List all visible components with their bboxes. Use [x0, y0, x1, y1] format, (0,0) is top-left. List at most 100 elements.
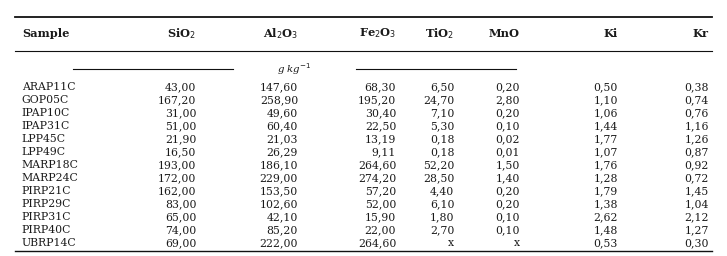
Text: 51,00: 51,00 — [165, 121, 196, 131]
Text: 1,10: 1,10 — [593, 95, 618, 105]
Text: 74,00: 74,00 — [165, 225, 196, 235]
Text: 1,28: 1,28 — [593, 173, 618, 183]
Text: 0,18: 0,18 — [430, 147, 454, 157]
Text: 222,00: 222,00 — [260, 238, 298, 248]
Text: 0,72: 0,72 — [684, 173, 709, 183]
Text: 195,20: 195,20 — [358, 95, 396, 105]
Text: 21,03: 21,03 — [267, 134, 298, 144]
Text: 28,50: 28,50 — [423, 173, 454, 183]
Text: 6,50: 6,50 — [430, 82, 454, 92]
Text: 68,30: 68,30 — [365, 82, 396, 92]
Text: 0,10: 0,10 — [495, 121, 520, 131]
Text: 0,53: 0,53 — [593, 238, 618, 248]
Text: 172,00: 172,00 — [158, 173, 196, 183]
Text: Sample: Sample — [22, 28, 69, 39]
Text: 193,00: 193,00 — [158, 160, 196, 170]
Text: 52,20: 52,20 — [423, 160, 454, 170]
Text: 0,01: 0,01 — [495, 147, 520, 157]
Text: 15,90: 15,90 — [365, 212, 396, 222]
Text: MARP24C: MARP24C — [22, 173, 79, 183]
Text: 264,60: 264,60 — [358, 238, 396, 248]
Text: 264,60: 264,60 — [358, 160, 396, 170]
Text: 6,10: 6,10 — [430, 199, 454, 209]
Text: 30,40: 30,40 — [365, 108, 396, 118]
Text: 22,50: 22,50 — [365, 121, 396, 131]
Text: 167,20: 167,20 — [158, 95, 196, 105]
Text: 186,10: 186,10 — [260, 160, 298, 170]
Text: 0,38: 0,38 — [684, 82, 709, 92]
Text: 0,10: 0,10 — [495, 212, 520, 222]
Text: 1,77: 1,77 — [594, 134, 618, 144]
Text: 274,20: 274,20 — [358, 173, 396, 183]
Text: 0,20: 0,20 — [495, 199, 520, 209]
Text: 1,04: 1,04 — [684, 199, 709, 209]
Text: 22,00: 22,00 — [365, 225, 396, 235]
Text: 7,10: 7,10 — [430, 108, 454, 118]
Text: 0,76: 0,76 — [684, 108, 709, 118]
Text: IPAP10C: IPAP10C — [22, 108, 70, 118]
Text: MARP18C: MARP18C — [22, 160, 79, 170]
Text: 0,18: 0,18 — [430, 134, 454, 144]
Text: 65,00: 65,00 — [165, 212, 196, 222]
Text: 1,40: 1,40 — [495, 173, 520, 183]
Text: 102,60: 102,60 — [260, 199, 298, 209]
Text: 1,27: 1,27 — [684, 225, 709, 235]
Text: 2,80: 2,80 — [495, 95, 520, 105]
Text: UBRP14C: UBRP14C — [22, 238, 76, 248]
Text: 42,10: 42,10 — [267, 212, 298, 222]
Text: 9,11: 9,11 — [371, 147, 396, 157]
Text: 1,26: 1,26 — [684, 134, 709, 144]
Text: 0,87: 0,87 — [684, 147, 709, 157]
Text: Ki: Ki — [603, 28, 618, 39]
Text: 1,76: 1,76 — [593, 160, 618, 170]
Text: g kg$^{-1}$: g kg$^{-1}$ — [277, 61, 312, 77]
Text: MnO: MnO — [489, 28, 520, 39]
Text: PIRP29C: PIRP29C — [22, 199, 71, 209]
Text: 1,16: 1,16 — [684, 121, 709, 131]
Text: 13,19: 13,19 — [365, 134, 396, 144]
Text: x: x — [514, 238, 520, 248]
Text: PIRP31C: PIRP31C — [22, 212, 71, 222]
Text: SiO$_2$: SiO$_2$ — [167, 26, 196, 41]
Text: 57,20: 57,20 — [365, 186, 396, 196]
Text: 21,90: 21,90 — [165, 134, 196, 144]
Text: PIRP21C: PIRP21C — [22, 186, 71, 196]
Text: 229,00: 229,00 — [260, 173, 298, 183]
Text: 31,00: 31,00 — [165, 108, 196, 118]
Text: LPP49C: LPP49C — [22, 147, 66, 157]
Text: 1,07: 1,07 — [593, 147, 618, 157]
Text: 1,79: 1,79 — [594, 186, 618, 196]
Text: 2,70: 2,70 — [430, 225, 454, 235]
Text: 0,20: 0,20 — [495, 108, 520, 118]
Text: 0,20: 0,20 — [495, 82, 520, 92]
Text: 2,62: 2,62 — [593, 212, 618, 222]
Text: 26,29: 26,29 — [267, 147, 298, 157]
Text: 1,50: 1,50 — [495, 160, 520, 170]
Text: 1,06: 1,06 — [593, 108, 618, 118]
Text: 153,50: 153,50 — [260, 186, 298, 196]
Text: 52,00: 52,00 — [365, 199, 396, 209]
Text: Al$_2$O$_3$: Al$_2$O$_3$ — [263, 26, 298, 41]
Text: IPAP31C: IPAP31C — [22, 121, 70, 131]
Text: 1,45: 1,45 — [685, 186, 709, 196]
Text: 5,30: 5,30 — [430, 121, 454, 131]
Text: 0,50: 0,50 — [593, 82, 618, 92]
Text: 4,40: 4,40 — [430, 186, 454, 196]
Text: 43,00: 43,00 — [165, 82, 196, 92]
Text: x: x — [449, 238, 454, 248]
Text: 49,60: 49,60 — [267, 108, 298, 118]
Text: 1,44: 1,44 — [594, 121, 618, 131]
Text: 162,00: 162,00 — [158, 186, 196, 196]
Text: 16,50: 16,50 — [165, 147, 196, 157]
Text: Fe$_2$O$_3$: Fe$_2$O$_3$ — [359, 26, 396, 40]
Text: TiO$_2$: TiO$_2$ — [425, 26, 454, 41]
Text: LPP45C: LPP45C — [22, 134, 66, 144]
Text: 0,02: 0,02 — [495, 134, 520, 144]
Text: Kr: Kr — [693, 28, 709, 39]
Text: 0,30: 0,30 — [684, 238, 709, 248]
Text: ARAP11C: ARAP11C — [22, 82, 76, 92]
Text: 69,00: 69,00 — [165, 238, 196, 248]
Text: 258,90: 258,90 — [260, 95, 298, 105]
Text: 0,92: 0,92 — [684, 160, 709, 170]
Text: 0,74: 0,74 — [685, 95, 709, 105]
